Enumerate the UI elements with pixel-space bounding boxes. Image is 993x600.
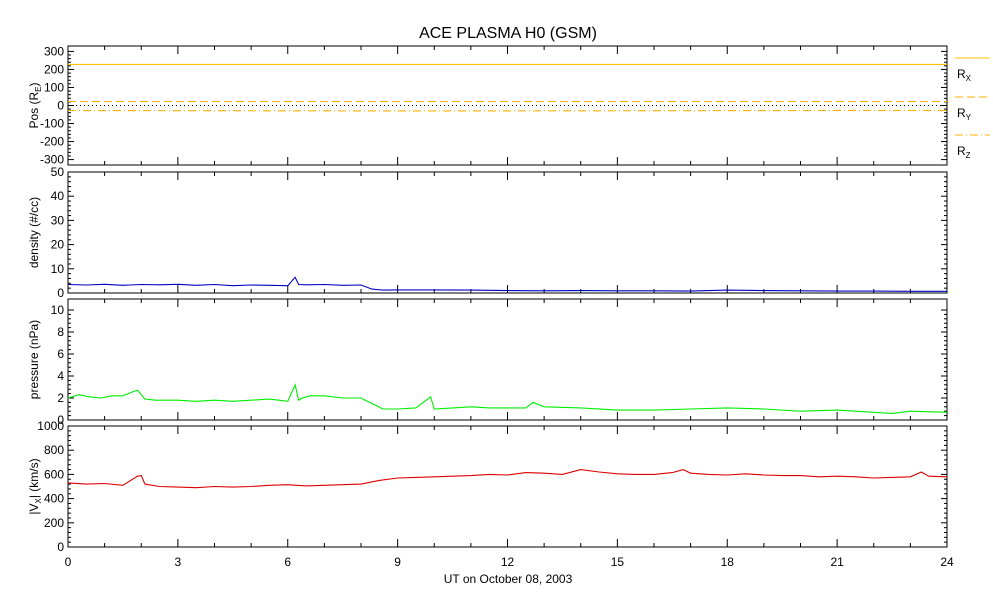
y-tick-label: 200: [44, 516, 64, 530]
y-tick-label: 800: [44, 443, 64, 457]
panel-pos-ylabel: Pos (RE): [27, 82, 43, 128]
ylabel-subscript: X: [34, 498, 43, 504]
ylabel-main: |V: [27, 504, 41, 515]
y-tick-label: 100: [44, 80, 64, 94]
legend-name: R: [957, 67, 966, 81]
panel-vx-ylabel: |VX| (km/s): [27, 458, 43, 514]
panel-pos: -300 -200 -100 0 100 200 300 Pos (RE): [27, 44, 948, 167]
legend-label-ry: RY: [957, 106, 972, 122]
x-tick-label: 12: [501, 555, 515, 569]
x-tick-label: 6: [284, 555, 291, 569]
y-tick-label: 50: [51, 165, 65, 179]
y-tick-label: 0: [57, 99, 64, 113]
y-tick-label: 200: [44, 62, 64, 76]
x-tick-label: 21: [830, 555, 844, 569]
legend-label-rz: RZ: [957, 144, 971, 160]
y-tick-label: -200: [40, 135, 64, 149]
y-tick-label: 4: [57, 369, 64, 383]
panel-density-frame: [67, 171, 948, 294]
ylabel-tail: ): [27, 82, 41, 86]
y-tick-label: 30: [51, 213, 65, 227]
y-tick-label: -300: [40, 153, 64, 167]
y-tick-label: 40: [51, 189, 65, 203]
y-tick-label: 1000: [37, 419, 64, 433]
y-tick-label: 6: [57, 347, 64, 361]
legend-name: R: [957, 106, 966, 120]
series-density: [67, 276, 947, 292]
y-tick-label: 400: [44, 492, 64, 506]
panel-vx: 0 200 400 600 800 1000 |VX| (km/s): [27, 419, 948, 554]
x-axis: 0 3 6 9 12 15 18 21 24: [65, 555, 954, 569]
panel-pressure-frame: [67, 298, 948, 421]
x-tick-label: 0: [65, 555, 72, 569]
series-vx: [67, 469, 948, 489]
y-tick-label: 0: [57, 540, 64, 554]
legend-subscript: X: [966, 74, 972, 83]
x-tick-label: 9: [394, 555, 401, 569]
y-tick-label: 10: [51, 262, 65, 276]
y-tick-label: 8: [57, 325, 64, 339]
y-tick-label: 20: [51, 238, 65, 252]
series-pressure: [67, 383, 948, 414]
x-tick-label: 18: [721, 555, 735, 569]
panel-vx-frame: [67, 425, 948, 548]
y-tick-label: 0: [57, 286, 64, 300]
legend-subscript: Y: [966, 113, 972, 122]
y-tick-label: 2: [57, 391, 64, 405]
legend-subscript: Z: [966, 151, 971, 160]
y-tick-label: 0: [57, 413, 64, 427]
panel-pressure: 0 2 4 6 8 10 pressure (nPa): [27, 298, 948, 427]
panel-pos-frame: [67, 45, 948, 166]
series-rz: [67, 109, 948, 112]
x-axis-label: UT on October 08, 2003: [444, 572, 573, 586]
y-tick-label: -100: [40, 117, 64, 131]
legend-label-rx: RX: [957, 67, 972, 83]
y-tick-label: 10: [51, 303, 65, 317]
ylabel-main: Pos (R: [27, 92, 41, 129]
panel-pressure-ylabel: pressure (nPa): [27, 320, 41, 399]
x-tick-label: 3: [175, 555, 182, 569]
ylabel-subscript: E: [34, 86, 43, 91]
y-tick-label: 300: [44, 44, 64, 58]
panel-density: 0 10 20 30 40 50 density (#/cc): [27, 165, 948, 300]
chart-title: ACE PLASMA H0 (GSM): [419, 25, 597, 42]
x-tick-label: 24: [940, 555, 954, 569]
y-tick-label: 600: [44, 467, 64, 481]
x-tick-label: 15: [611, 555, 625, 569]
panel-density-ylabel: density (#/cc): [27, 197, 41, 268]
legend-name: R: [957, 144, 966, 158]
ylabel-main: density (#/cc): [27, 197, 41, 268]
ylabel-tail: | (km/s): [27, 458, 41, 498]
ylabel-main: pressure (nPa): [27, 320, 41, 399]
